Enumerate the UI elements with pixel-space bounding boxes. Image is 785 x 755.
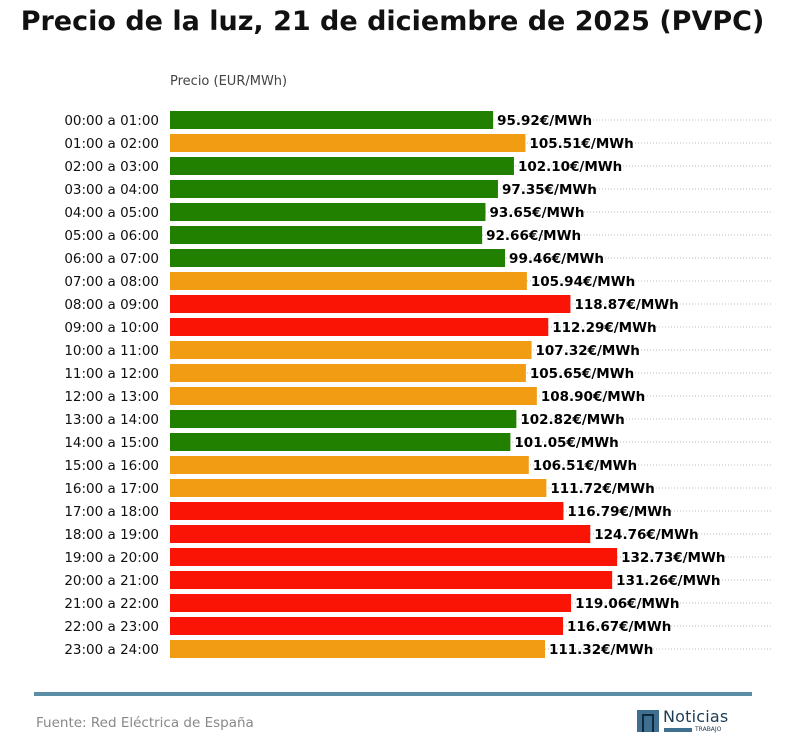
data-label: 99.46€/MWh (509, 251, 604, 267)
bar (170, 318, 549, 336)
bar (170, 410, 517, 428)
tick-label: 20:00 a 21:00 (64, 573, 159, 589)
bar (170, 272, 527, 290)
data-label: 93.65€/MWh (489, 205, 584, 221)
tick-label: 10:00 a 11:00 (64, 343, 159, 359)
tick-label: 11:00 a 12:00 (64, 366, 159, 382)
bar (170, 479, 547, 497)
tick-label: 09:00 a 10:00 (64, 320, 159, 336)
tick-label: 00:00 a 01:00 (64, 113, 159, 129)
tick-label: 19:00 a 20:00 (64, 550, 159, 566)
bar (170, 594, 572, 612)
logo-icon (637, 710, 659, 732)
data-label: 105.51€/MWh (529, 136, 633, 152)
tick-label: 03:00 a 04:00 (64, 182, 159, 198)
tick-label: 18:00 a 19:00 (64, 527, 159, 543)
bar (170, 502, 564, 520)
data-label: 105.94€/MWh (531, 274, 635, 290)
bar (170, 387, 537, 405)
bar (170, 157, 514, 175)
data-label: 118.87€/MWh (574, 297, 678, 313)
data-label: 111.32€/MWh (549, 642, 653, 658)
tick-label: 07:00 a 08:00 (64, 274, 159, 290)
tick-label: 06:00 a 07:00 (64, 251, 159, 267)
data-label: 108.90€/MWh (541, 389, 645, 405)
bar (170, 134, 526, 152)
bar (170, 525, 591, 543)
data-label: 102.10€/MWh (518, 159, 622, 175)
tick-label: 13:00 a 14:00 (64, 412, 159, 428)
tick-label: 21:00 a 22:00 (64, 596, 159, 612)
data-label: 97.35€/MWh (502, 182, 597, 198)
footer-rule (34, 692, 752, 696)
source-text: Fuente: Red Eléctrica de España (36, 715, 254, 731)
tick-label: 01:00 a 02:00 (64, 136, 159, 152)
logo-subtext: TRABAJO (695, 726, 722, 733)
bar (170, 203, 486, 221)
tick-label: 14:00 a 15:00 (64, 435, 159, 451)
chart-title: Precio de la luz, 21 de diciembre de 202… (20, 6, 765, 37)
data-label: 102.82€/MWh (520, 412, 624, 428)
data-label: 124.76€/MWh (594, 527, 698, 543)
data-label: 105.65€/MWh (530, 366, 634, 382)
bar (170, 180, 498, 198)
bar-chart: 00:00 a 01:00 95.92€/MWh 01:00 a 02:00 105.… (64, 111, 773, 658)
tick-label: 16:00 a 17:00 (64, 481, 159, 497)
logo-underline (664, 728, 692, 732)
bar (170, 571, 613, 589)
bar (170, 617, 564, 635)
tick-label: 02:00 a 03:00 (64, 159, 159, 175)
bar (170, 341, 532, 359)
data-label: 92.66€/MWh (486, 228, 581, 244)
tick-label: 12:00 a 13:00 (64, 389, 159, 405)
data-label: 112.29€/MWh (552, 320, 656, 336)
bar (170, 364, 526, 382)
tick-label: 23:00 a 24:00 (64, 642, 159, 658)
data-label: 132.73€/MWh (621, 550, 725, 566)
bar (170, 456, 529, 474)
tick-label: 05:00 a 06:00 (64, 228, 159, 244)
noticias-trabajo-logo: Noticias TRABAJO (637, 707, 732, 735)
data-label: 116.67€/MWh (567, 619, 671, 635)
data-label: 119.06€/MWh (575, 596, 679, 612)
data-label: 107.32€/MWh (536, 343, 640, 359)
bar (170, 226, 483, 244)
bar (170, 295, 571, 313)
data-label: 101.05€/MWh (514, 435, 618, 451)
bar (170, 548, 618, 566)
bar (170, 111, 494, 129)
bar (170, 249, 506, 267)
data-label: 116.79€/MWh (567, 504, 671, 520)
logo-text: Noticias (663, 707, 729, 726)
data-label: 106.51€/MWh (533, 458, 637, 474)
bar (170, 433, 511, 451)
tick-label: 22:00 a 23:00 (64, 619, 159, 635)
tick-label: 04:00 a 05:00 (64, 205, 159, 221)
data-label: 95.92€/MWh (497, 113, 592, 129)
data-label: 111.72€/MWh (550, 481, 654, 497)
tick-label: 17:00 a 18:00 (64, 504, 159, 520)
tick-label: 08:00 a 09:00 (64, 297, 159, 313)
data-label: 131.26€/MWh (616, 573, 720, 589)
axis-label: Precio (EUR/MWh) (170, 74, 288, 89)
bar (170, 640, 546, 658)
tick-label: 15:00 a 16:00 (64, 458, 159, 474)
